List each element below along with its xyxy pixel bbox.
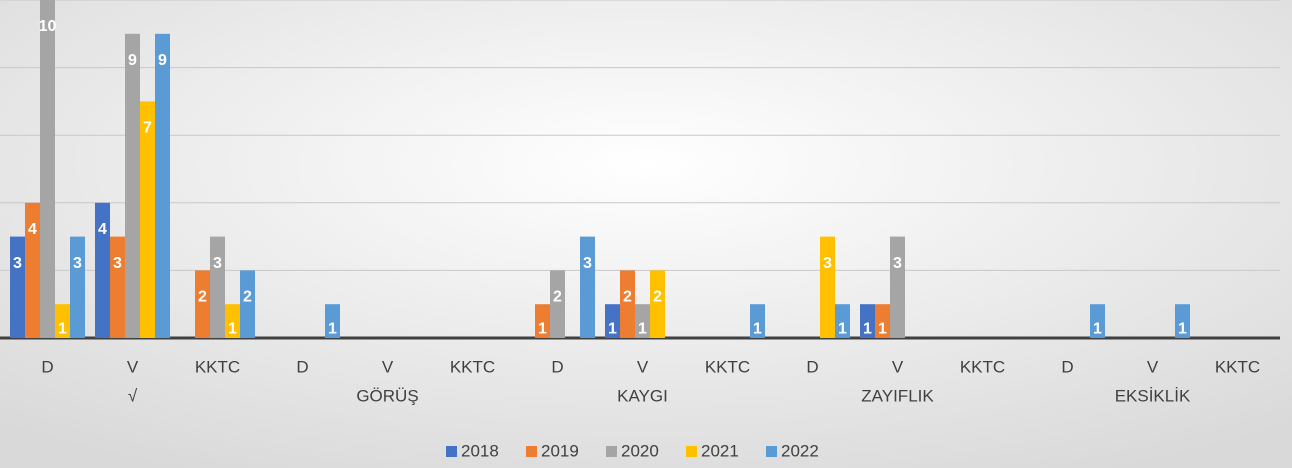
legend-label: 2019: [541, 441, 579, 460]
x-tick-label: KKTC: [195, 357, 240, 376]
data-label: 4: [28, 221, 37, 238]
legend-swatch: [766, 446, 777, 457]
bar: [140, 101, 155, 339]
bar: [605, 304, 620, 338]
x-tick-label: V: [1147, 357, 1159, 376]
x-tick-label: D: [1061, 357, 1073, 376]
data-label: 1: [328, 320, 337, 337]
data-label: 10: [39, 18, 57, 35]
data-label: 3: [583, 255, 592, 272]
bar: [325, 304, 340, 338]
group-label: KAYGI: [617, 386, 668, 405]
data-label: 2: [653, 289, 662, 306]
data-label: 1: [878, 320, 887, 337]
legend-label: 2020: [621, 441, 659, 460]
x-tick-label: D: [296, 357, 308, 376]
group-label: EKSİKLİK: [1115, 386, 1191, 405]
bar: [55, 304, 70, 338]
bar: [225, 304, 240, 338]
bar: [875, 304, 890, 338]
legend-swatch: [686, 446, 697, 457]
bar: [550, 270, 565, 338]
data-label: 1: [1093, 320, 1102, 337]
data-label: 1: [538, 320, 547, 337]
data-label: 4: [98, 221, 107, 238]
bar: [10, 236, 25, 338]
bar: [70, 236, 85, 338]
bar: [25, 202, 40, 338]
x-tick-label: D: [41, 357, 53, 376]
data-label: 9: [128, 52, 137, 69]
x-tick-label: D: [551, 357, 563, 376]
x-tick-label: V: [637, 357, 649, 376]
data-label: 2: [243, 289, 252, 306]
bar: [1175, 304, 1190, 338]
legend-swatch: [446, 446, 457, 457]
data-label: 3: [73, 255, 82, 272]
bar: [580, 236, 595, 338]
data-label: 7: [143, 120, 152, 137]
legend-label: 2022: [781, 441, 819, 460]
data-label: 1: [228, 320, 237, 337]
data-label: 1: [638, 320, 647, 337]
bar: [820, 236, 835, 338]
x-tick-label: D: [806, 357, 818, 376]
x-tick-label: KKTC: [1215, 357, 1260, 376]
bar: [620, 270, 635, 338]
data-label: 2: [198, 289, 207, 306]
legend-swatch: [526, 446, 537, 457]
data-label: 2: [623, 289, 632, 306]
data-label: 3: [13, 255, 22, 272]
bar: [635, 304, 650, 338]
data-label: 3: [113, 255, 122, 272]
data-label: 1: [838, 320, 847, 337]
bar: [95, 202, 110, 338]
data-label: 2: [553, 289, 562, 306]
group-label: √: [128, 386, 138, 405]
bar: [195, 270, 210, 338]
bar: [535, 304, 550, 338]
legend-swatch: [606, 446, 617, 457]
data-label: 1: [608, 320, 617, 337]
data-label: 3: [213, 255, 222, 272]
bar: [835, 304, 850, 338]
bar: [125, 33, 140, 339]
x-tick-label: V: [892, 357, 904, 376]
data-label: 1: [58, 320, 67, 337]
x-tick-label: V: [382, 357, 394, 376]
group-label: GÖRÜŞ: [356, 386, 418, 405]
data-label: 3: [823, 255, 832, 272]
legend-label: 2018: [461, 441, 499, 460]
x-tick-label: KKTC: [705, 357, 750, 376]
bar: [110, 236, 125, 338]
x-tick-label: KKTC: [450, 357, 495, 376]
bar: [650, 270, 665, 338]
bar: [210, 236, 225, 338]
x-tick-label: KKTC: [960, 357, 1005, 376]
legend-label: 2021: [701, 441, 739, 460]
bar: [890, 236, 905, 338]
bar: [860, 304, 875, 338]
data-label: 3: [893, 255, 902, 272]
data-label: 1: [1178, 320, 1187, 337]
bar: [750, 304, 765, 338]
group-label: ZAYIFLIK: [861, 386, 934, 405]
bar: [155, 33, 170, 339]
data-label: 9: [158, 52, 167, 69]
x-tick-label: V: [127, 357, 139, 376]
bar: [40, 0, 55, 338]
bar: [1090, 304, 1105, 338]
data-label: 1: [863, 320, 872, 337]
bar: [240, 270, 255, 338]
data-label: 1: [753, 320, 762, 337]
